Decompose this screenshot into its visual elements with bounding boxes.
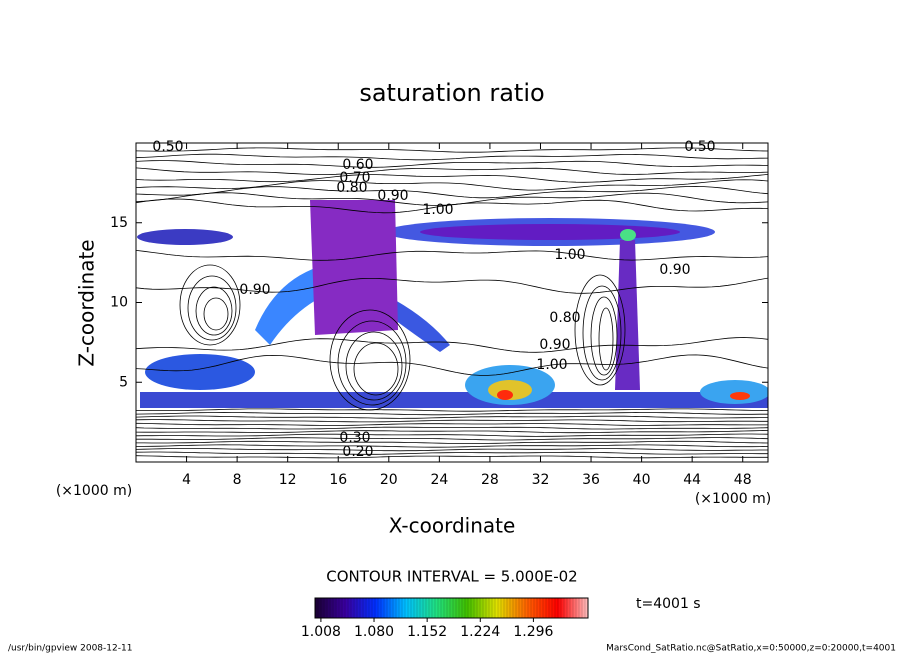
colorbar-tick-label: 1.152 bbox=[407, 624, 447, 640]
contour-label: 1.00 bbox=[554, 247, 585, 263]
contour-line bbox=[136, 198, 768, 214]
x-tick-label: 24 bbox=[430, 472, 448, 488]
contour-label: 0.20 bbox=[342, 444, 373, 460]
chart-title: saturation ratio bbox=[359, 79, 544, 107]
x-tick-label: 8 bbox=[233, 472, 242, 488]
contour-interval: CONTOUR INTERVAL = 5.000E-02 bbox=[326, 568, 577, 586]
contour-line bbox=[136, 179, 768, 191]
contour-label: 0.30 bbox=[339, 430, 370, 446]
contour-line bbox=[353, 342, 399, 396]
x-tick-label: 20 bbox=[380, 472, 398, 488]
contour-label: 0.90 bbox=[377, 188, 408, 204]
contour-label: 0.90 bbox=[659, 262, 690, 278]
contour-label: 0.90 bbox=[539, 337, 570, 353]
x-tick-label: 4 bbox=[182, 472, 191, 488]
contour-line bbox=[136, 433, 768, 437]
x-tick-label: 36 bbox=[582, 472, 600, 488]
y-axis-label: Z-coordinate bbox=[75, 239, 99, 366]
colorbar bbox=[314, 597, 589, 619]
contour-label: 0.80 bbox=[336, 180, 367, 196]
colorbar-tick-label: 1.080 bbox=[354, 624, 394, 640]
x-tick-label: 44 bbox=[683, 472, 701, 488]
contour-line bbox=[136, 455, 768, 459]
contour-line bbox=[136, 426, 768, 430]
field bbox=[136, 147, 768, 459]
contour-line bbox=[337, 320, 407, 406]
contour-label: 0.70 bbox=[339, 170, 370, 186]
x-tick-label: 32 bbox=[532, 472, 550, 488]
contour-line bbox=[136, 354, 768, 376]
contour-line bbox=[179, 264, 241, 346]
contour-line bbox=[136, 277, 768, 294]
contour-label: 0.50 bbox=[152, 139, 183, 155]
x-tick-label: 48 bbox=[734, 472, 752, 488]
contour-line bbox=[136, 419, 768, 423]
contour-line bbox=[136, 250, 768, 261]
contour-line bbox=[136, 444, 768, 448]
contour-lines bbox=[136, 147, 768, 459]
y-tick-label: 10 bbox=[110, 295, 128, 311]
contour-line bbox=[136, 437, 768, 441]
contour-line bbox=[136, 422, 768, 426]
contour-label: 0.60 bbox=[342, 157, 373, 173]
contour-line bbox=[136, 451, 768, 455]
contour-line bbox=[136, 337, 768, 353]
contour-line bbox=[195, 286, 233, 336]
contour-label: 1.00 bbox=[536, 357, 567, 373]
contour-line bbox=[136, 448, 768, 452]
contour-line bbox=[329, 309, 411, 411]
contour-label: 0.50 bbox=[684, 139, 715, 155]
x-axis-label: X-coordinate bbox=[389, 514, 516, 538]
contour-line bbox=[590, 296, 618, 376]
contour-label: 1.00 bbox=[422, 202, 453, 218]
contour-line bbox=[136, 174, 768, 183]
contour-line bbox=[187, 275, 237, 341]
x-tick-label: 40 bbox=[633, 472, 651, 488]
contour-line bbox=[136, 415, 768, 419]
contour-line bbox=[136, 430, 768, 434]
contour-line bbox=[136, 411, 768, 416]
x-tick-label: 28 bbox=[481, 472, 499, 488]
contour-line bbox=[574, 274, 626, 386]
y-tick-label: 5 bbox=[119, 374, 128, 390]
colorbar-tick-label: 1.296 bbox=[513, 624, 553, 640]
contour-label: 0.80 bbox=[549, 310, 580, 326]
contour-line bbox=[203, 297, 229, 331]
contour-line bbox=[136, 185, 768, 199]
contour-line bbox=[598, 307, 614, 371]
contour-labels: 0.50 0.500.600.700.80 0.901.001.000.900.90… bbox=[152, 139, 715, 460]
x-tick-label: 12 bbox=[279, 472, 297, 488]
contour-line bbox=[136, 408, 768, 412]
footer-left: /usr/bin/gpview 2008-12-11 bbox=[8, 644, 132, 654]
contour-label: 0.90 bbox=[239, 282, 270, 298]
contour-line bbox=[136, 153, 768, 161]
time-label: t=4001 s bbox=[636, 596, 701, 612]
colorbar-tick-label: 1.224 bbox=[460, 624, 500, 640]
shaded-regions bbox=[137, 200, 768, 408]
x-tick-label: 16 bbox=[329, 472, 347, 488]
x-units: (×1000 m) bbox=[695, 491, 771, 507]
contour-line bbox=[136, 167, 768, 176]
contour-line bbox=[582, 285, 622, 381]
contour-line bbox=[345, 331, 403, 401]
footer-right: MarsCond_SatRatio.nc@SatRatio,x=0:50000,… bbox=[606, 644, 896, 654]
x-units: (×1000 m) bbox=[56, 483, 132, 499]
y-tick-label: 15 bbox=[110, 215, 128, 231]
colorbar-tick-label: 1.008 bbox=[301, 624, 341, 640]
contour-line bbox=[136, 160, 768, 168]
contour-line bbox=[136, 147, 768, 153]
contour-line bbox=[136, 440, 768, 444]
